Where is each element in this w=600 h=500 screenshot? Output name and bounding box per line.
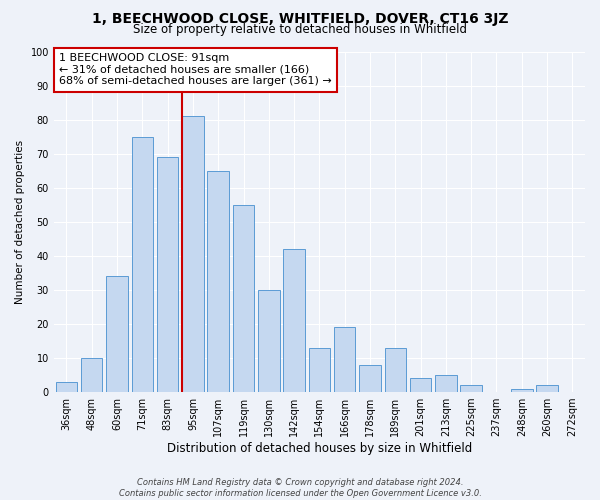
Bar: [258, 290, 280, 392]
Bar: [131, 136, 153, 392]
Bar: [208, 170, 229, 392]
Bar: [308, 348, 330, 392]
Bar: [182, 116, 203, 392]
Y-axis label: Number of detached properties: Number of detached properties: [15, 140, 25, 304]
Text: Size of property relative to detached houses in Whitfield: Size of property relative to detached ho…: [133, 22, 467, 36]
Bar: [283, 249, 305, 392]
Bar: [157, 157, 178, 392]
Bar: [56, 382, 77, 392]
Bar: [536, 386, 558, 392]
Bar: [334, 328, 355, 392]
X-axis label: Distribution of detached houses by size in Whitfield: Distribution of detached houses by size …: [167, 442, 472, 455]
Bar: [359, 365, 381, 392]
Text: 1, BEECHWOOD CLOSE, WHITFIELD, DOVER, CT16 3JZ: 1, BEECHWOOD CLOSE, WHITFIELD, DOVER, CT…: [92, 12, 508, 26]
Text: 1 BEECHWOOD CLOSE: 91sqm
← 31% of detached houses are smaller (166)
68% of semi-: 1 BEECHWOOD CLOSE: 91sqm ← 31% of detach…: [59, 53, 332, 86]
Bar: [410, 378, 431, 392]
Bar: [233, 205, 254, 392]
Text: Contains HM Land Registry data © Crown copyright and database right 2024.
Contai: Contains HM Land Registry data © Crown c…: [119, 478, 481, 498]
Bar: [435, 375, 457, 392]
Bar: [511, 388, 533, 392]
Bar: [460, 386, 482, 392]
Bar: [385, 348, 406, 392]
Bar: [106, 276, 128, 392]
Bar: [81, 358, 103, 392]
